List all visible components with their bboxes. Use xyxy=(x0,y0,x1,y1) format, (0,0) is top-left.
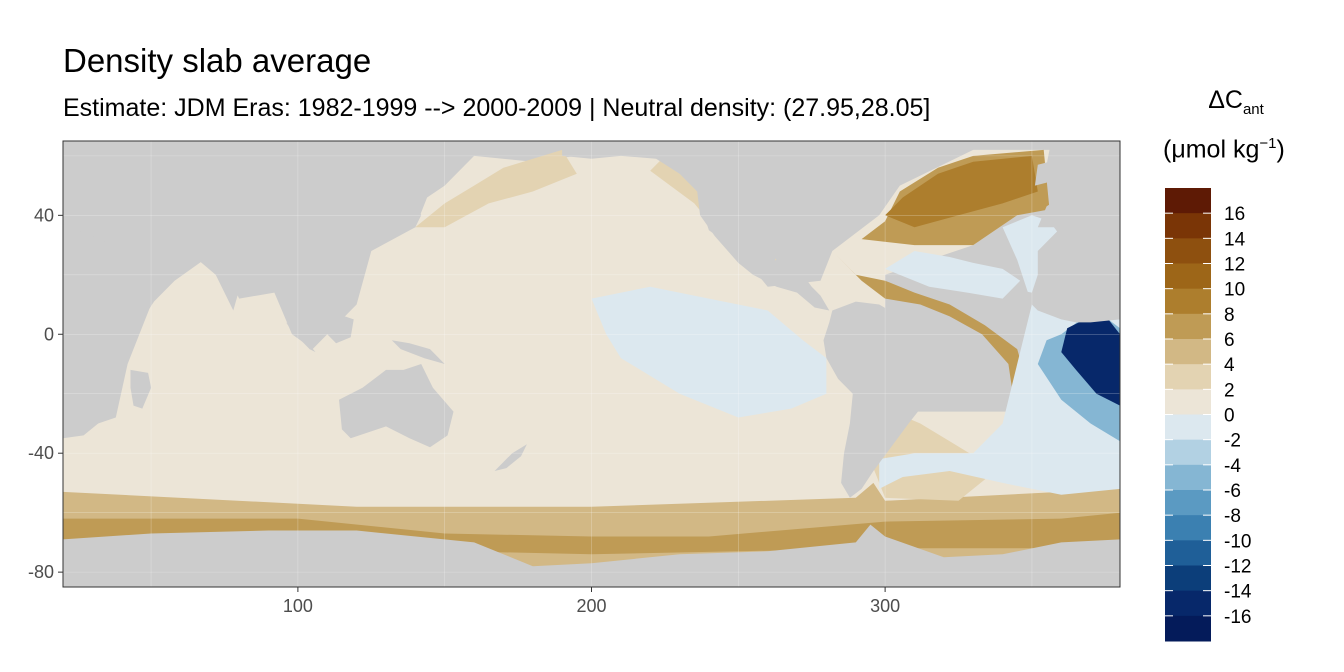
land-europe-atlantic xyxy=(1037,141,1120,228)
land-australia xyxy=(339,364,454,448)
legend-color-bin xyxy=(1165,565,1211,592)
chart-subtitle: Estimate: JDM Eras: 1982-1999 --> 2000-2… xyxy=(63,94,931,122)
legend-color-bin xyxy=(1165,490,1211,516)
legend-color-bin xyxy=(1165,213,1211,239)
legend-label: 2 xyxy=(1224,380,1235,401)
legend-label: 16 xyxy=(1224,204,1245,225)
land-new-zealand xyxy=(494,444,527,471)
land-japan xyxy=(386,200,422,240)
legend-color-bin xyxy=(1165,414,1211,441)
legend-label: 6 xyxy=(1224,330,1235,351)
legend-color-bin xyxy=(1165,590,1211,617)
north-atlantic-deep xyxy=(885,155,1038,228)
south-atlantic-core xyxy=(1061,319,1120,406)
legend-color-bin xyxy=(1165,389,1211,415)
legend-color-bin xyxy=(1165,464,1211,491)
legend-color-bin xyxy=(1165,238,1211,264)
legend-label: -8 xyxy=(1224,506,1241,527)
y-tick-label: -40 xyxy=(28,443,54,463)
tropical-pacific xyxy=(885,251,1021,299)
land-borneo xyxy=(324,316,354,344)
land-eurasia xyxy=(63,141,519,332)
legend-color-bin xyxy=(1165,288,1211,315)
y-tick-label: -80 xyxy=(28,562,54,582)
land-uk xyxy=(1034,161,1056,186)
legend-label: 12 xyxy=(1224,255,1245,276)
north-pacific-margin xyxy=(415,149,577,228)
legend-unit-main: (μmol kg xyxy=(1163,135,1260,164)
legend-label: -12 xyxy=(1224,557,1251,578)
legend-label: -6 xyxy=(1224,481,1241,502)
chart-title: Density slab average xyxy=(63,42,372,79)
legend-color-bin xyxy=(1165,313,1211,340)
legend-label: -4 xyxy=(1224,456,1241,477)
legend-color-bin xyxy=(1165,364,1211,390)
legend-unit-end: ) xyxy=(1276,135,1285,164)
land-sumatra xyxy=(286,322,316,353)
legend-label: 8 xyxy=(1224,305,1235,326)
legend-label: 10 xyxy=(1224,280,1245,301)
land-africa xyxy=(63,224,154,439)
legend-label: -16 xyxy=(1224,607,1251,628)
grid-lines xyxy=(63,141,1120,587)
land-iceland xyxy=(993,141,1021,147)
x-tick-label: 300 xyxy=(870,596,900,616)
x-tick-label: 200 xyxy=(576,596,606,616)
legend-color-bin xyxy=(1165,540,1211,566)
legend-color-bin xyxy=(1165,263,1211,290)
legend-color-bin xyxy=(1165,515,1211,541)
legend-title-subscript: ant xyxy=(1242,101,1264,118)
legend-label: -2 xyxy=(1224,431,1241,452)
tropical-pacific xyxy=(591,286,827,418)
land-madagascar xyxy=(130,369,152,409)
legend-label: -10 xyxy=(1224,531,1251,552)
y-tick-label: 0 xyxy=(44,324,54,344)
legend-label: 0 xyxy=(1224,406,1235,427)
legend-color-bin xyxy=(1165,188,1211,214)
legend-color-bin xyxy=(1165,615,1211,642)
land-greenland xyxy=(885,141,962,156)
legend-title-main: ΔC xyxy=(1208,86,1243,114)
y-tick-label: 40 xyxy=(34,205,54,225)
legend-label: -14 xyxy=(1224,582,1252,603)
legend-title: ΔCant xyxy=(1196,86,1276,118)
land-new-guinea xyxy=(391,340,445,364)
north-atlantic xyxy=(832,251,1032,424)
land-south-america xyxy=(823,301,959,498)
x-tick-label: 100 xyxy=(283,596,313,616)
legend-unit: (μmol kg−1) xyxy=(1163,135,1285,164)
legend-color-bin xyxy=(1165,439,1211,466)
land-africa-west xyxy=(1017,224,1120,323)
legend-label: 4 xyxy=(1224,355,1235,376)
legend-label: 14 xyxy=(1224,229,1246,250)
legend-unit-exponent: −1 xyxy=(1259,135,1277,152)
land-antarctica xyxy=(63,524,1120,587)
land-north-america xyxy=(562,141,900,311)
legend-color-bin xyxy=(1165,339,1211,365)
